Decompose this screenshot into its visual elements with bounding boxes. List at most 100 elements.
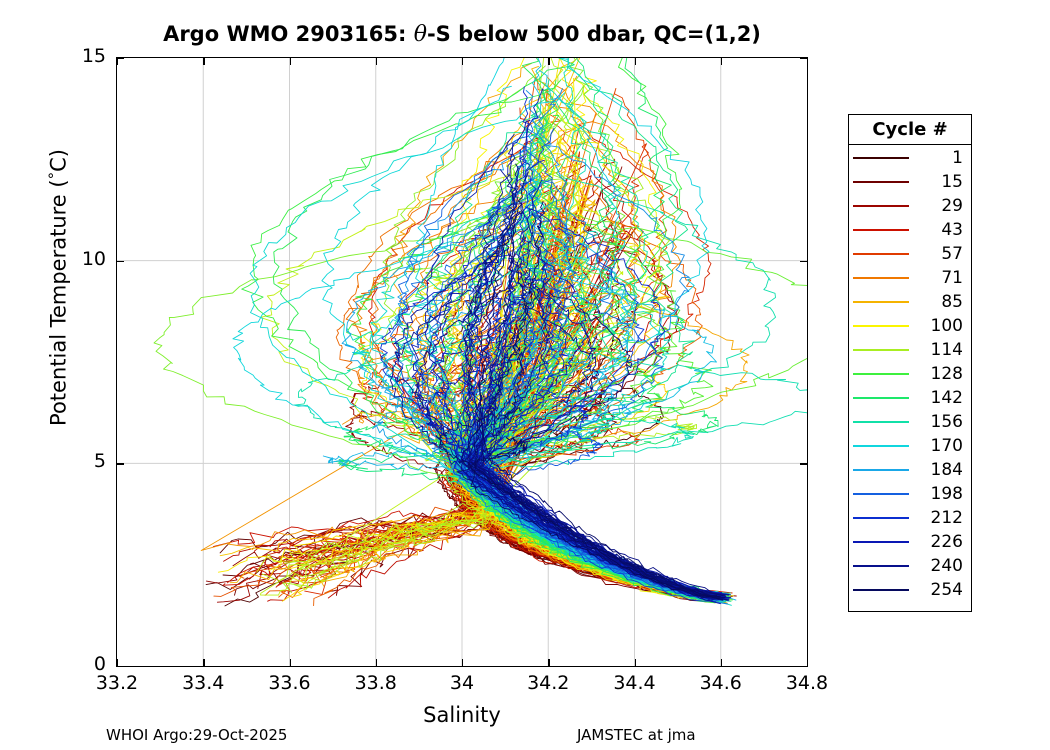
- legend-item: 71: [849, 266, 971, 290]
- title-prefix: Argo WMO 2903165:: [163, 22, 414, 46]
- legend-color-swatch: [853, 252, 909, 256]
- theta-s-profile: [463, 272, 713, 599]
- page-title: Argo WMO 2903165: θ-S below 500 dbar, QC…: [116, 22, 808, 47]
- footer-source-left: WHOI Argo:29-Oct-2025: [106, 726, 288, 744]
- legend-color-swatch: [853, 588, 909, 592]
- theta-s-profile: [470, 436, 718, 598]
- legend-item-label: 114: [930, 339, 963, 360]
- legend-color-swatch: [853, 228, 909, 232]
- legend-item: 184: [849, 458, 971, 482]
- legend-item-label: 240: [930, 555, 963, 576]
- legend-color-swatch: [853, 492, 909, 496]
- x-tick-mark: [720, 659, 723, 666]
- legend-item: 1: [849, 146, 971, 170]
- legend-color-swatch: [853, 420, 909, 424]
- y-tick-mark: [117, 463, 124, 465]
- y-tick-label: 0: [93, 653, 106, 675]
- legend-item: 57: [849, 242, 971, 266]
- legend-item-label: 254: [930, 579, 963, 600]
- y-tick-label: 5: [93, 450, 106, 473]
- x-tick-label: 34: [449, 672, 475, 694]
- y-tick-mark: [800, 666, 807, 668]
- legend-color-swatch: [853, 180, 909, 184]
- legend-item: 254: [849, 578, 971, 602]
- legend-color-swatch: [853, 564, 909, 568]
- legend-item: 43: [849, 218, 971, 242]
- x-tick-mark: [203, 659, 205, 666]
- legend-item: 15: [849, 170, 971, 194]
- legend-item-label: 85: [941, 291, 963, 312]
- y-tick-mark: [117, 58, 124, 60]
- legend-item-label: 198: [930, 483, 963, 504]
- legend-item: 156: [849, 410, 971, 434]
- legend-item-label: 128: [930, 363, 963, 384]
- theta-s-profile: [464, 212, 724, 601]
- x-tick-mark: [634, 58, 636, 65]
- x-tick-mark: [634, 659, 636, 666]
- x-tick-mark: [375, 58, 378, 65]
- y-tick-mark: [800, 58, 807, 60]
- x-tick-label: 33.2: [95, 672, 139, 694]
- theta-symbol: θ: [413, 22, 427, 47]
- x-tick-mark: [203, 58, 205, 65]
- legend-item-label: 226: [930, 531, 963, 552]
- legend-color-swatch: [853, 444, 909, 448]
- y-tick-mark: [800, 260, 807, 263]
- x-tick-mark: [462, 58, 464, 65]
- legend-color-swatch: [853, 156, 909, 160]
- y-tick-mark: [117, 260, 124, 263]
- legend-item: 114: [849, 338, 971, 362]
- legend-color-swatch: [853, 348, 909, 352]
- y-axis-label: Potential Temperature (°C): [45, 149, 71, 426]
- legend-item: 198: [849, 482, 971, 506]
- theta-s-profile: [462, 259, 719, 602]
- x-tick-mark: [807, 58, 809, 65]
- legend-item: 29: [849, 194, 971, 218]
- legend-item-label: 100: [930, 315, 963, 336]
- x-tick-label: 34.2: [527, 672, 570, 694]
- legend-item-label: 212: [930, 507, 963, 528]
- theta-s-profile: [461, 201, 720, 600]
- legend-item-label: 29: [941, 195, 963, 216]
- legend: Cycle # 1 15 29 43 57 71 85 100 114 128 142 156 170 1…: [848, 114, 972, 612]
- x-tick-mark: [720, 58, 723, 65]
- legend-color-swatch: [853, 540, 909, 544]
- legend-color-swatch: [853, 300, 909, 304]
- legend-item: 226: [849, 530, 971, 554]
- theta-s-profile: [456, 292, 715, 597]
- x-tick-label: 33.4: [182, 672, 225, 694]
- x-tick-mark: [548, 659, 550, 666]
- legend-title: Cycle #: [849, 115, 971, 145]
- legend-color-swatch: [853, 204, 909, 208]
- x-tick-mark: [462, 659, 464, 666]
- theta-s-traces: [153, 58, 807, 607]
- legend-color-swatch: [853, 396, 909, 400]
- x-tick-mark: [117, 58, 119, 65]
- legend-color-swatch: [853, 324, 909, 328]
- legend-item: 85: [849, 290, 971, 314]
- legend-item-label: 156: [930, 411, 963, 432]
- plot-area: [117, 58, 807, 666]
- legend-item-label: 184: [930, 459, 963, 480]
- legend-item: 142: [849, 386, 971, 410]
- theta-s-profile: [465, 297, 731, 599]
- y-tick-mark: [800, 463, 807, 465]
- legend-item: 212: [849, 506, 971, 530]
- x-tick-mark: [807, 659, 809, 666]
- x-tick-label: 34.6: [699, 672, 742, 694]
- x-tick-label: 34.8: [785, 672, 829, 694]
- footer-source-right: JAMSTEC at jma: [577, 726, 696, 744]
- title-suffix: -S below 500 dbar, QC=(1,2): [426, 22, 761, 46]
- y-tick-label: 10: [81, 247, 106, 270]
- theta-s-profile: [468, 234, 715, 599]
- theta-s-profile: [476, 208, 730, 599]
- legend-item-label: 71: [941, 267, 963, 288]
- theta-s-profile: [389, 279, 724, 601]
- x-axis-label: Salinity: [423, 703, 501, 727]
- x-tick-label: 33.8: [354, 672, 397, 694]
- y-tick-mark: [117, 666, 124, 668]
- theta-s-profile: [470, 171, 722, 598]
- x-tick-label: 33.6: [268, 672, 311, 694]
- legend-item: 128: [849, 362, 971, 386]
